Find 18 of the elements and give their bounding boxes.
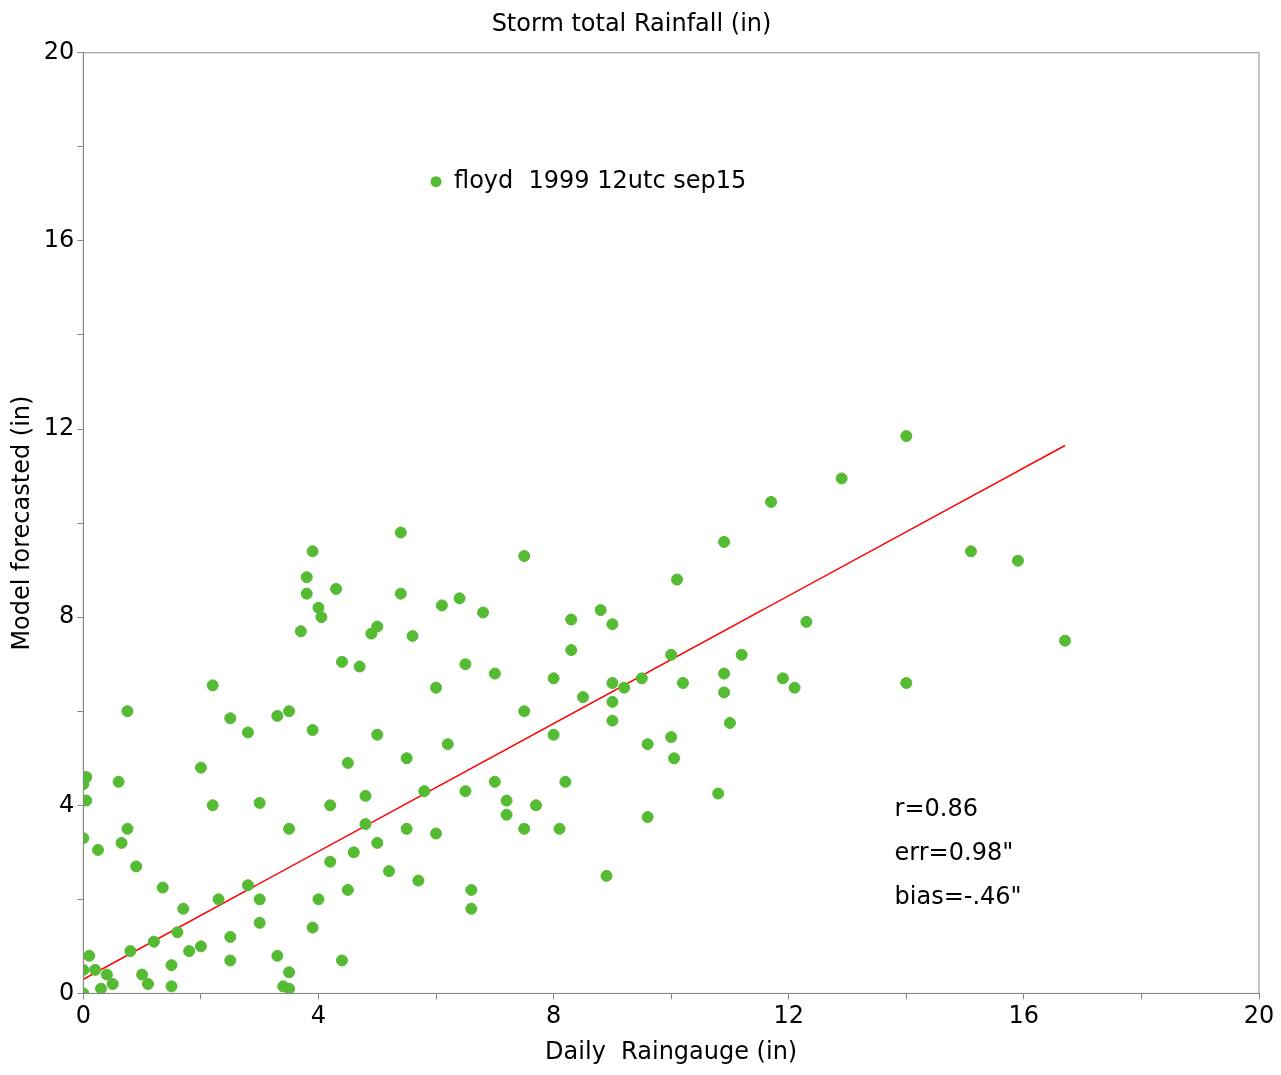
y-tick-label: 4 (59, 789, 75, 818)
x-tick-label: 8 (545, 1001, 562, 1030)
y-tick-label: 0 (59, 977, 75, 1006)
y-tick-label: 20 (43, 37, 75, 66)
x-axis-title: Daily Raingauge (in) (545, 1036, 798, 1065)
y-tick-label: 12 (43, 413, 75, 442)
x-tick-label: 4 (310, 1001, 327, 1030)
annotation: r=0.86 (894, 794, 978, 823)
annotation: err=0.98" (894, 838, 1014, 867)
chart-title: Storm total Rainfall (in) (491, 8, 772, 37)
x-tick-label: 16 (1008, 1001, 1040, 1030)
x-tick-label: 20 (1243, 1001, 1275, 1030)
x-tick-label: 12 (773, 1001, 805, 1030)
y-tick-label: 8 (59, 601, 75, 630)
y-tick-label: 16 (43, 225, 75, 254)
legend-label: floyd 1999 12utc sep15 (454, 165, 747, 194)
y-axis-title: Model forecasted (in) (6, 395, 35, 651)
annotation: bias=-.46" (894, 882, 1022, 911)
